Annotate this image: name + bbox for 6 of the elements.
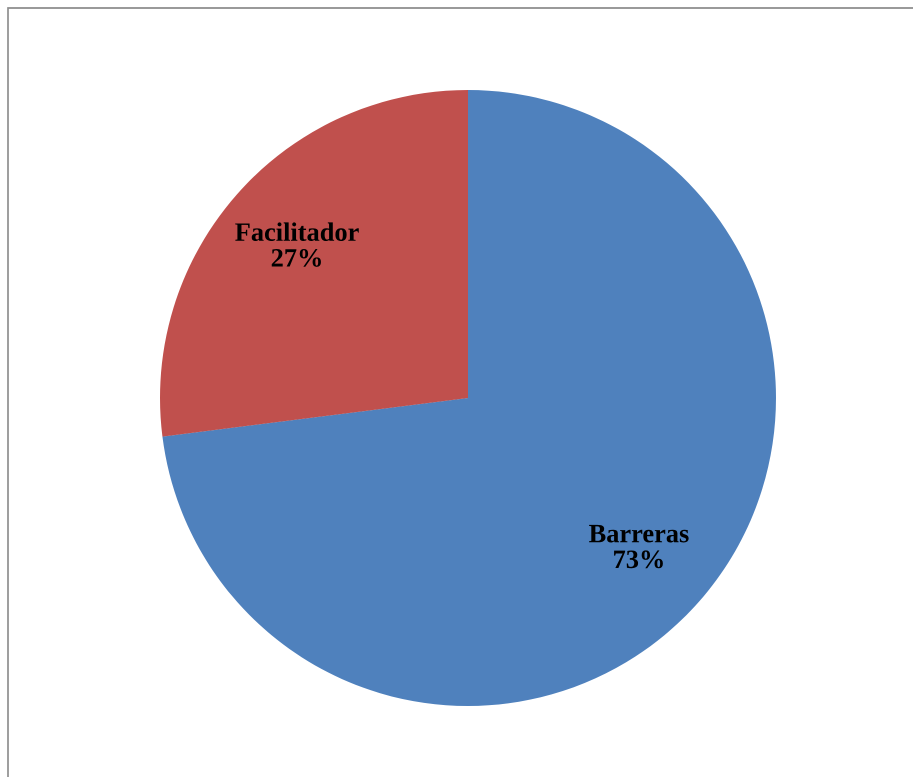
data-label: 73% — [614, 550, 663, 568]
slice-label: Barreras — [589, 524, 689, 542]
pie-slice — [160, 90, 468, 437]
data-label: 27% — [272, 248, 321, 267]
pie-slice — [162, 90, 776, 706]
slice-label: Facilitador — [235, 222, 359, 241]
